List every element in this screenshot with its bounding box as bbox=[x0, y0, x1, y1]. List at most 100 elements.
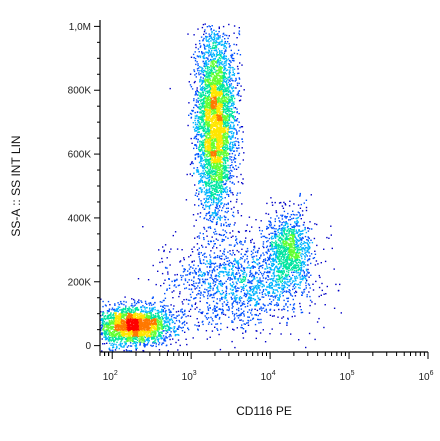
event-point bbox=[155, 330, 157, 332]
event-point bbox=[105, 318, 107, 320]
event-point bbox=[146, 307, 148, 309]
event-point bbox=[129, 311, 131, 313]
event-point bbox=[218, 137, 220, 139]
event-point bbox=[131, 332, 134, 334]
event-point bbox=[213, 179, 215, 182]
event-point bbox=[230, 141, 232, 143]
event-point bbox=[229, 143, 231, 146]
event-point bbox=[111, 321, 113, 323]
event-point bbox=[202, 112, 205, 114]
event-point bbox=[103, 324, 105, 326]
event-point bbox=[204, 53, 206, 55]
event-point bbox=[233, 57, 235, 60]
event-point bbox=[168, 314, 171, 316]
event-point bbox=[218, 104, 220, 106]
event-point bbox=[231, 111, 233, 113]
event-point bbox=[133, 314, 136, 316]
event-point bbox=[132, 325, 134, 327]
event-point bbox=[148, 332, 150, 334]
event-point bbox=[199, 66, 201, 68]
event-point bbox=[105, 326, 107, 328]
event-point bbox=[221, 114, 223, 116]
event-point bbox=[236, 65, 239, 68]
event-point bbox=[201, 190, 203, 193]
event-point bbox=[140, 319, 143, 322]
event-point bbox=[206, 90, 208, 93]
event-point bbox=[213, 196, 215, 198]
event-point bbox=[156, 316, 159, 318]
event-point bbox=[216, 61, 219, 63]
event-point bbox=[122, 325, 125, 327]
event-point bbox=[118, 317, 120, 320]
event-point bbox=[201, 160, 203, 162]
event-point bbox=[196, 114, 198, 117]
event-point bbox=[118, 322, 120, 324]
event-point bbox=[169, 323, 171, 326]
event-point bbox=[181, 316, 183, 318]
event-point bbox=[149, 302, 151, 304]
event-point bbox=[215, 81, 217, 83]
event-point bbox=[114, 319, 116, 322]
event-point bbox=[207, 125, 209, 127]
event-point bbox=[209, 192, 212, 194]
event-point bbox=[216, 80, 218, 82]
event-point bbox=[150, 310, 152, 312]
event-point bbox=[127, 325, 129, 327]
event-point bbox=[107, 310, 110, 313]
event-point bbox=[112, 314, 115, 316]
event-point bbox=[221, 87, 223, 90]
event-point bbox=[209, 190, 211, 193]
event-point bbox=[136, 330, 138, 332]
event-point bbox=[229, 142, 231, 145]
event-point bbox=[208, 107, 211, 110]
event-point bbox=[229, 147, 231, 150]
event-point bbox=[224, 97, 226, 100]
event-point bbox=[218, 136, 220, 138]
event-point bbox=[132, 309, 134, 311]
event-point bbox=[219, 88, 221, 90]
event-point bbox=[208, 72, 210, 75]
event-point bbox=[106, 312, 109, 314]
event-point bbox=[163, 323, 165, 325]
event-point bbox=[204, 94, 206, 96]
event-point bbox=[149, 332, 152, 334]
event-point bbox=[134, 325, 137, 328]
event-point bbox=[211, 137, 214, 139]
event-point bbox=[123, 334, 126, 336]
event-point bbox=[103, 343, 106, 345]
event-point bbox=[207, 195, 210, 197]
event-point bbox=[239, 54, 242, 56]
event-point bbox=[132, 315, 135, 317]
event-point bbox=[157, 314, 159, 317]
event-point bbox=[202, 233, 204, 235]
event-point bbox=[216, 84, 218, 86]
event-point bbox=[210, 143, 212, 145]
event-point bbox=[161, 332, 163, 335]
event-point bbox=[137, 325, 140, 327]
event-point bbox=[204, 84, 207, 86]
event-point bbox=[141, 301, 143, 303]
event-point bbox=[150, 333, 152, 335]
event-point bbox=[106, 331, 108, 334]
event-point bbox=[200, 141, 202, 143]
event-point bbox=[175, 341, 177, 344]
event-point bbox=[216, 142, 219, 144]
event-point bbox=[107, 340, 110, 342]
event-point bbox=[238, 147, 240, 149]
event-point bbox=[110, 313, 112, 315]
event-point bbox=[218, 93, 220, 96]
event-point bbox=[200, 36, 203, 38]
event-point bbox=[217, 155, 220, 157]
event-point bbox=[116, 317, 118, 319]
event-point bbox=[123, 320, 126, 322]
event-point bbox=[186, 343, 188, 346]
event-point bbox=[159, 334, 161, 336]
event-point bbox=[215, 74, 218, 76]
event-point bbox=[152, 330, 154, 333]
event-point bbox=[161, 321, 163, 323]
event-point bbox=[230, 156, 233, 158]
event-point bbox=[133, 336, 135, 338]
event-point bbox=[214, 129, 216, 132]
event-point bbox=[226, 59, 228, 61]
event-point bbox=[217, 177, 219, 179]
